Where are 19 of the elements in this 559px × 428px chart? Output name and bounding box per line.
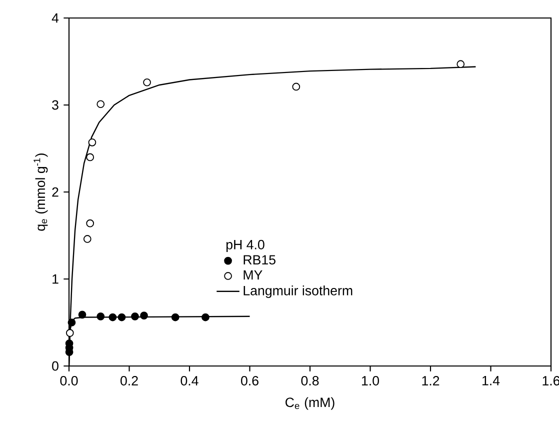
- x-axis-title: C$_{e}$ (mM): [286, 397, 334, 410]
- x-tick-label: 0.0: [60, 376, 78, 386]
- y-tick-label: 3: [52, 100, 58, 110]
- y-tick-label: 4: [52, 13, 59, 23]
- y-tick-label: 1: [52, 274, 58, 284]
- x-tick-label: 1.0: [362, 376, 380, 386]
- legend-label: MY: [244, 270, 262, 280]
- legend-label: RB15: [244, 255, 276, 265]
- x-tick-label: 0.8: [301, 376, 319, 386]
- x-tick-label: 0.6: [241, 376, 258, 386]
- legend-label: Langmuir isotherm: [244, 286, 352, 298]
- y-tick-label: 2: [52, 187, 58, 197]
- x-tick-label: 1.4: [482, 376, 500, 386]
- x-tick-label: 0.4: [180, 376, 198, 386]
- y-axis-title: q$_{e}$ (mmol g$^{-1}$): [34, 154, 48, 231]
- x-tick-label: 0.2: [120, 376, 138, 386]
- legend-title: pH 4.0: [226, 240, 264, 252]
- y-tick-label: 0: [52, 361, 58, 371]
- x-tick-label: 1.2: [422, 376, 440, 386]
